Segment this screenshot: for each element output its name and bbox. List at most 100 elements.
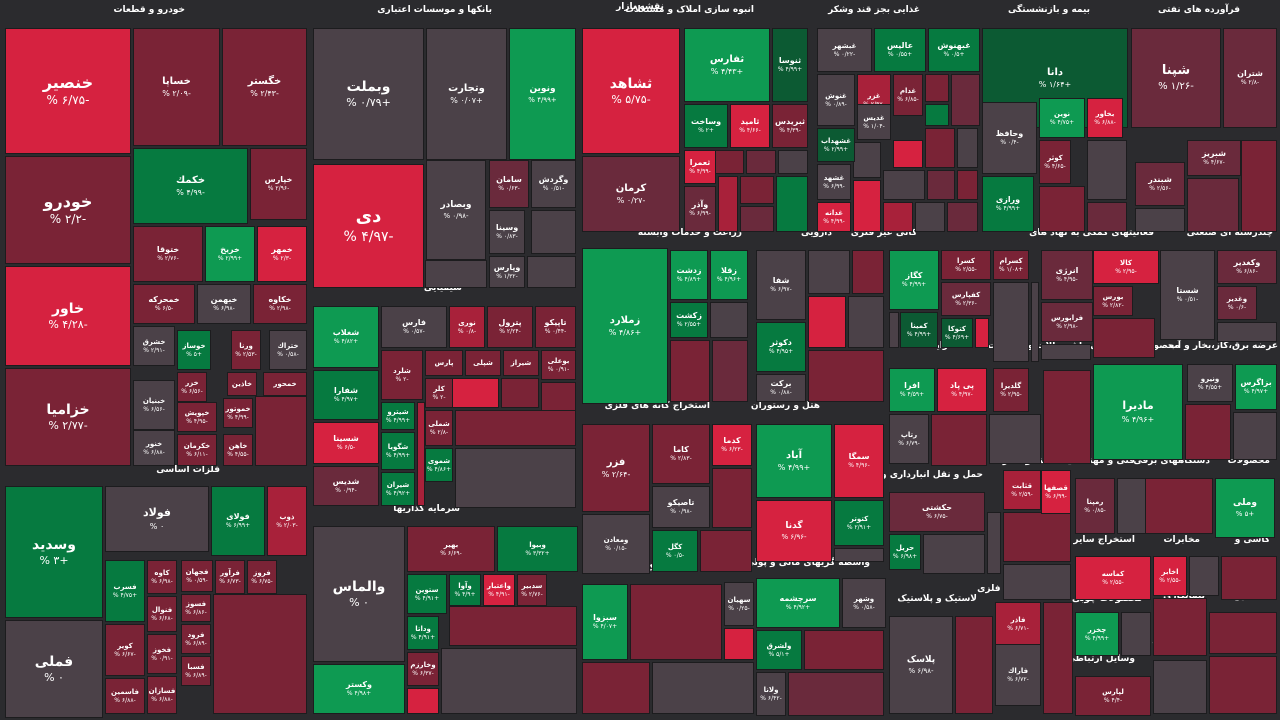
stock-tile[interactable]: خاهن -۴/۵۵ %: [223, 434, 253, 466]
treemap-cell[interactable]: [670, 340, 710, 402]
stock-tile[interactable]: فسرب +۴/۷۵ %: [105, 560, 145, 622]
stock-tile[interactable]: انرژی -۴/۹۵ %: [1041, 250, 1093, 300]
stock-tile[interactable]: ثعمرا -۴/۹۹ %: [684, 150, 716, 184]
stock-tile[interactable]: شپنا -۱/۲۶ %: [1131, 28, 1221, 128]
treemap-cell[interactable]: [1189, 556, 1219, 596]
treemap-cell[interactable]: [740, 206, 774, 232]
stock-tile[interactable]: كسرا -۲/۵۵ %: [941, 250, 991, 280]
treemap-cell[interactable]: [957, 170, 978, 200]
stock-tile[interactable]: شسینا -۶/۵ %: [313, 422, 379, 464]
stock-tile[interactable]: كوير -۶/۶۷ %: [105, 624, 145, 676]
treemap-cell[interactable]: [710, 302, 748, 338]
treemap-cell[interactable]: [255, 396, 307, 466]
stock-tile[interactable]: وساخت +۲ %: [684, 104, 728, 148]
treemap-cell[interactable]: [425, 260, 487, 288]
stock-tile[interactable]: خنصير -۶/۷۵ %: [5, 28, 131, 154]
stock-tile[interactable]: پلاسک -۶/۹۸ %: [889, 616, 953, 714]
stock-tile[interactable]: فاسمین -۶/۸۸ %: [105, 678, 145, 714]
stock-tile[interactable]: بركت -۰/۸۸ %: [756, 374, 806, 402]
stock-tile[interactable]: ونيرو +۴/۵۵ %: [1187, 364, 1233, 402]
stock-tile[interactable]: فسازان -۶/۸۸ %: [147, 676, 177, 714]
stock-tile[interactable]: وبملت +۰/۷۹ %: [313, 28, 424, 160]
treemap-cell[interactable]: [776, 176, 808, 232]
stock-tile[interactable]: خاذین: [227, 372, 257, 396]
stock-tile[interactable]: كفپارس -۲/۳۶ %: [941, 282, 991, 316]
stock-tile[interactable]: فملی ۰ %: [5, 620, 103, 718]
stock-tile[interactable]: ورنا -۲/۵۳ %: [231, 330, 261, 370]
stock-tile[interactable]: خگستر -۲/۴۳ %: [222, 28, 307, 146]
treemap-cell[interactable]: [213, 594, 307, 714]
treemap-cell[interactable]: [883, 202, 913, 232]
stock-tile[interactable]: دكوثر +۴/۹۵ %: [756, 322, 806, 372]
stock-tile[interactable]: خساپا -۲/۰۹ %: [133, 28, 220, 146]
treemap-cell[interactable]: [947, 202, 978, 232]
stock-tile[interactable]: خپویش -۴/۹۵ %: [177, 402, 217, 432]
treemap-cell[interactable]: [1145, 478, 1213, 534]
treemap-cell[interactable]: [788, 672, 884, 716]
treemap-cell[interactable]: [957, 128, 978, 168]
stock-tile[interactable]: خموتور -۴/۹۹ %: [223, 398, 253, 428]
stock-tile[interactable]: شملی -۲/۸ %: [425, 410, 453, 446]
stock-tile[interactable]: غدانه -۴/۹۹ %: [817, 202, 851, 232]
stock-tile[interactable]: فزر -۲/۶۴ %: [582, 424, 650, 512]
stock-tile[interactable]: كتوتر +۲/۹۱ %: [834, 500, 884, 546]
treemap-cell[interactable]: [778, 150, 808, 174]
treemap-cell[interactable]: [834, 548, 884, 562]
treemap-cell[interactable]: [808, 350, 884, 402]
stock-tile[interactable]: ثفارس +۴/۴۳ %: [684, 28, 770, 102]
treemap-cell[interactable]: [1135, 208, 1185, 232]
treemap-cell[interactable]: [740, 176, 774, 204]
stock-tile[interactable]: خكاوه -۲/۹۸ %: [253, 284, 307, 324]
stock-tile[interactable]: فسوز -۶/۸۶ %: [181, 594, 211, 622]
treemap-cell[interactable]: [1043, 370, 1091, 464]
treemap-cell[interactable]: [927, 170, 955, 200]
treemap-cell[interactable]: [712, 340, 748, 402]
stock-tile[interactable]: زكشت +۲/۵۵ %: [670, 302, 708, 338]
stock-tile[interactable]: وخارزم -۶/۳۷ %: [407, 652, 439, 686]
stock-tile[interactable]: گلدیرا -۲/۹۵ %: [993, 368, 1029, 412]
stock-tile[interactable]: ذوب -۲/۰۳ %: [267, 486, 307, 556]
stock-tile[interactable]: شبندر -۲/۵۶ %: [1135, 162, 1185, 206]
stock-tile[interactable]: كتوكا +۴/۶۹ %: [941, 318, 973, 348]
treemap-cell[interactable]: [1241, 140, 1277, 232]
treemap-cell[interactable]: [455, 448, 576, 508]
stock-tile[interactable]: پارس: [425, 350, 463, 376]
treemap-cell[interactable]: [531, 210, 576, 254]
stock-tile[interactable]: خريخ +۲/۹۹ %: [205, 226, 255, 282]
treemap-cell[interactable]: [883, 170, 925, 200]
stock-tile[interactable]: رمپنا -۰/۸۵ %: [1075, 478, 1115, 534]
treemap-cell[interactable]: [1039, 186, 1085, 232]
treemap-cell[interactable]: [925, 104, 949, 126]
stock-tile[interactable]: غبهنوش +۰/۵ %: [928, 28, 980, 72]
stock-tile[interactable]: شدیس -۰/۹۴ %: [313, 466, 379, 506]
stock-tile[interactable]: ثشاهد -۵/۷۵ %: [582, 28, 680, 154]
treemap-cell[interactable]: [1087, 140, 1127, 200]
stock-tile[interactable]: عاليس +۰/۵۵ %: [874, 28, 926, 72]
treemap-cell[interactable]: [1087, 202, 1127, 232]
stock-tile[interactable]: بزاگرس +۴/۹۷ %: [1235, 364, 1277, 410]
treemap-cell[interactable]: [700, 530, 752, 572]
stock-tile[interactable]: وآوا +۴/۹ %: [449, 574, 481, 606]
treemap-cell[interactable]: [1233, 412, 1277, 460]
treemap-cell[interactable]: [1041, 344, 1091, 360]
stock-tile[interactable]: شيترو +۴/۹۹ %: [381, 402, 415, 430]
stock-tile[interactable]: وغدير -۰/۶ %: [1217, 286, 1257, 320]
stock-tile[interactable]: فسبا -۶/۸۹ %: [181, 656, 211, 686]
treemap-cell[interactable]: [746, 150, 776, 174]
stock-tile[interactable]: كدما -۶/۲۳ %: [712, 424, 752, 466]
treemap-cell[interactable]: [417, 402, 425, 506]
stock-tile[interactable]: سامان -۰/۶۳ %: [489, 160, 529, 208]
stock-tile[interactable]: كماسه -۲/۵۵ %: [1075, 556, 1151, 600]
treemap-cell[interactable]: [449, 606, 577, 646]
stock-tile[interactable]: شپلی: [465, 350, 501, 376]
stock-tile[interactable]: غبشهر -۰/۲۲ %: [817, 28, 872, 72]
stock-tile[interactable]: زملارد +۴/۸۶ %: [582, 248, 668, 404]
stock-tile[interactable]: ونوين +۴/۹۹ %: [509, 28, 576, 160]
treemap-cell[interactable]: [1209, 612, 1277, 654]
stock-tile[interactable]: وكستر +۴/۹۸ %: [313, 664, 405, 714]
stock-tile[interactable]: شگویا +۴/۹۹ %: [381, 432, 415, 470]
treemap-cell[interactable]: [718, 176, 738, 232]
stock-tile[interactable]: واعتبار -۴/۹۱ %: [483, 574, 515, 606]
stock-tile[interactable]: ومعادن -۰/۱۵ %: [582, 514, 650, 574]
stock-tile[interactable]: ثنوسا +۴/۹۹ %: [772, 28, 808, 102]
